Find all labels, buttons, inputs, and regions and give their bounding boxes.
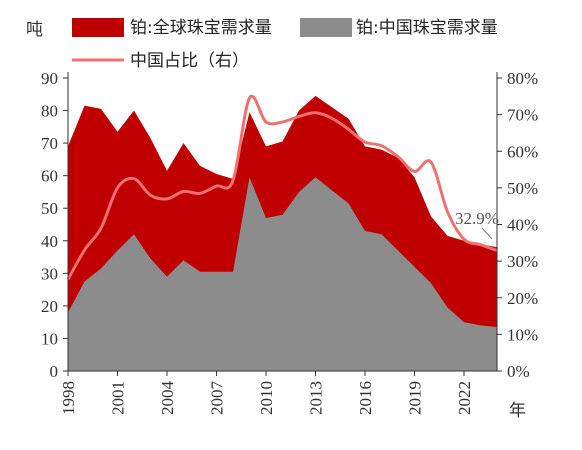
legend-swatch-global — [72, 18, 124, 37]
x-tick-label: 2013 — [307, 381, 326, 415]
x-tick-label: 2007 — [208, 381, 227, 416]
x-tick-label: 2004 — [158, 381, 177, 416]
right-tick-label: 40% — [507, 216, 538, 235]
line-series-2 — [66, 94, 498, 281]
x-axis-unit: 年 — [509, 401, 526, 421]
right-tick-label: 20% — [507, 289, 538, 308]
right-tick-label: 80% — [507, 69, 538, 88]
right-tick-label: 0% — [507, 362, 530, 381]
left-tick-label: 60 — [41, 167, 58, 186]
right-tick-label: 50% — [507, 179, 538, 198]
legend: 铂:全球珠宝需求量 铂:中国珠宝需求量 中国占比（右） — [72, 18, 498, 71]
annotation-leader — [481, 227, 493, 240]
x-tick-label: 2022 — [455, 381, 474, 415]
left-tick-label: 20 — [41, 297, 58, 316]
right-tick-label: 60% — [507, 142, 538, 161]
right-tick-label: 70% — [507, 106, 538, 125]
left-tick-label: 30 — [41, 264, 58, 283]
left-tick-label: 10 — [41, 329, 58, 348]
legend-swatch-china — [300, 18, 352, 37]
legend-label-china: 铂:中国珠宝需求量 — [356, 18, 498, 38]
annotation-label: 32.9% — [455, 209, 499, 228]
legend-label-global: 铂:全球珠宝需求量 — [130, 18, 272, 38]
left-tick-label: 0 — [50, 362, 59, 381]
axes: 0 10 20 30 40 50 60 70 80 90 0% 10% 20% 30% 40% 50% 60% 7… — [41, 69, 538, 415]
legend-label-share: 中国占比（右） — [130, 51, 249, 71]
x-tick-label: 2019 — [406, 381, 425, 415]
left-axis-unit: 吨 — [26, 20, 43, 40]
area-series-1 — [68, 177, 497, 371]
x-tick-label: 2010 — [257, 381, 276, 415]
right-tick-label: 30% — [507, 252, 538, 271]
x-tick-label: 1998 — [59, 381, 78, 415]
left-tick-label: 40 — [41, 232, 58, 251]
x-tick-label: 2016 — [356, 381, 375, 415]
left-tick-label: 80 — [41, 102, 58, 121]
left-tick-label: 90 — [41, 69, 58, 88]
left-tick-label: 70 — [41, 134, 58, 153]
plot-area — [66, 94, 498, 371]
right-tick-label: 10% — [507, 325, 538, 344]
x-tick-label: 2001 — [109, 381, 128, 415]
left-tick-label: 50 — [41, 199, 58, 218]
